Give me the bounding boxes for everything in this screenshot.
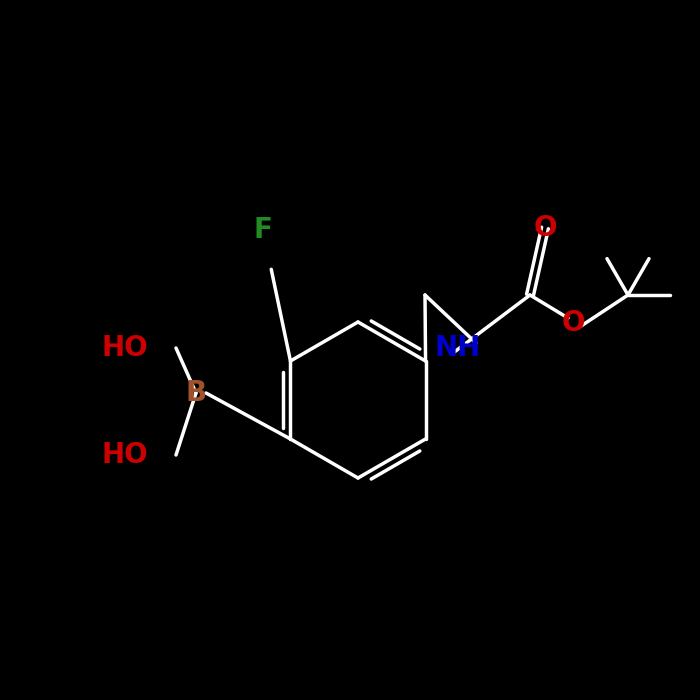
Text: NH: NH [435, 334, 481, 362]
Text: F: F [253, 216, 272, 244]
Text: O: O [561, 309, 584, 337]
Text: HO: HO [102, 441, 148, 469]
Text: B: B [186, 379, 206, 407]
Text: O: O [533, 214, 556, 242]
Text: HO: HO [102, 334, 148, 362]
